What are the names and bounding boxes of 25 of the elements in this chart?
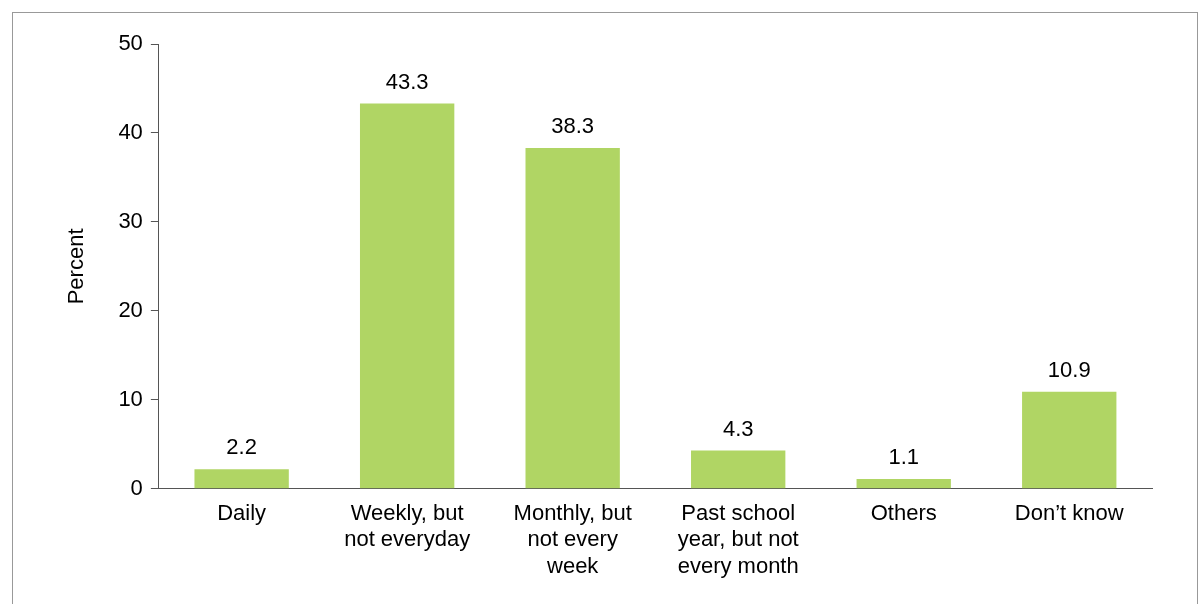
x-tick-label: Others bbox=[870, 500, 937, 526]
data-label: 4.3 bbox=[722, 415, 754, 441]
y-tick-label: 50 bbox=[118, 30, 143, 56]
bar bbox=[691, 450, 786, 489]
x-tick-label: Daily bbox=[217, 500, 267, 526]
data-label: 10.9 bbox=[1047, 356, 1091, 382]
y-axis-title: Percent bbox=[63, 228, 89, 305]
x-tick-label: Don’t know bbox=[1014, 500, 1124, 526]
x-tick-label: Weekly, but not everyday bbox=[344, 500, 471, 552]
y-tick-label: 0 bbox=[130, 474, 143, 500]
y-tick-label: 40 bbox=[118, 119, 143, 145]
bar bbox=[856, 479, 951, 489]
bar bbox=[194, 469, 289, 489]
y-tick-label: 10 bbox=[118, 385, 143, 411]
data-label: 2.2 bbox=[226, 434, 257, 460]
data-label: 43.3 bbox=[385, 68, 429, 94]
bar bbox=[359, 103, 455, 489]
bar bbox=[525, 148, 620, 489]
data-label: 38.3 bbox=[551, 113, 595, 139]
bar bbox=[1022, 391, 1117, 489]
y-tick-label: 20 bbox=[118, 296, 143, 322]
x-tick-label: Past school year, but not every month bbox=[677, 500, 799, 578]
data-label: 1.1 bbox=[888, 444, 920, 470]
y-tick-label: 30 bbox=[118, 207, 143, 233]
x-tick-label: Monthly, but not every week bbox=[513, 500, 632, 578]
